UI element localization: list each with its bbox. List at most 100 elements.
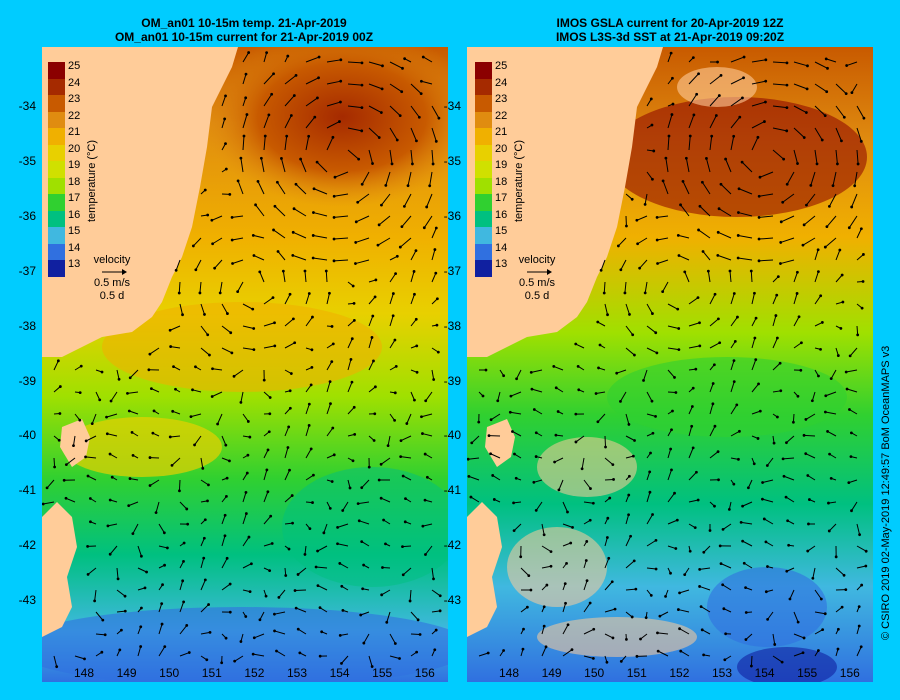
- arrow-head: [246, 420, 250, 423]
- current-arrow: [242, 347, 254, 351]
- arrow-head: [732, 380, 736, 384]
- current-arrow: [793, 293, 798, 305]
- current-arrow: [431, 369, 435, 380]
- current-arrow: [541, 523, 545, 535]
- arrow-head: [258, 270, 262, 274]
- arrow-head: [415, 139, 418, 143]
- arrow-head: [697, 228, 700, 232]
- current-arrow: [347, 127, 362, 132]
- current-arrow: [368, 61, 383, 67]
- legend-swatch: [475, 111, 492, 128]
- current-arrow: [360, 611, 370, 616]
- arrow-head: [418, 633, 422, 636]
- arrow-head: [172, 365, 175, 369]
- arrow-head: [694, 367, 698, 371]
- arrow-head: [206, 213, 210, 217]
- arrow-head: [470, 441, 474, 445]
- current-arrow: [646, 492, 651, 503]
- arrow-head: [711, 382, 715, 385]
- x-tick-label: 155: [372, 666, 393, 680]
- current-arrow: [667, 469, 672, 481]
- y-tick-label: -35: [443, 153, 461, 168]
- arrow-head: [210, 218, 214, 222]
- arrow-head: [266, 448, 270, 452]
- arrow-head: [489, 452, 493, 456]
- arrow-head: [576, 364, 580, 368]
- current-arrow: [625, 536, 632, 547]
- arrow-head: [639, 637, 642, 641]
- current-arrow: [725, 158, 732, 173]
- current-arrow: [284, 342, 295, 349]
- arrow-head: [844, 588, 848, 592]
- arrow-head: [532, 408, 536, 411]
- arrow-head: [360, 129, 364, 133]
- arrow-head: [779, 262, 782, 265]
- arrow-head: [251, 233, 255, 237]
- arrow-head: [403, 57, 407, 61]
- arrow-head: [391, 314, 395, 318]
- arrow-head: [542, 624, 546, 628]
- current-arrow: [812, 567, 816, 579]
- arrow-head: [168, 435, 172, 439]
- arrow-head: [606, 313, 609, 317]
- arrow-head: [806, 549, 810, 553]
- current-arrow: [751, 337, 756, 349]
- current-arrow: [583, 501, 594, 504]
- legend-swatch: [48, 227, 65, 244]
- arrow-head: [331, 426, 335, 430]
- current-arrow: [179, 303, 184, 315]
- arrow-head: [360, 106, 364, 110]
- arrow-head: [827, 204, 831, 208]
- arrow-head: [827, 529, 831, 533]
- arrow-head: [420, 415, 423, 419]
- arrow-head: [401, 573, 405, 577]
- arrow-head: [795, 292, 799, 295]
- current-arrow: [667, 448, 672, 459]
- arrow-head: [698, 585, 701, 588]
- current-arrow: [284, 447, 289, 459]
- arrow-head: [781, 200, 785, 204]
- arrow-head: [674, 391, 678, 394]
- arrow-head: [619, 660, 623, 663]
- arrow-head: [628, 313, 631, 316]
- legend-level: 18: [68, 175, 81, 188]
- arrow-head: [677, 327, 681, 330]
- current-arrow: [699, 567, 711, 570]
- x-tick-label: 154: [329, 666, 350, 680]
- current-arrow: [827, 430, 837, 437]
- arrow-head: [791, 420, 795, 424]
- arrow-head: [836, 647, 840, 651]
- arrow-head: [616, 244, 620, 248]
- warm-tongue: [102, 302, 382, 392]
- arrow-head: [435, 297, 439, 301]
- current-arrow: [280, 158, 286, 173]
- current-arrow: [212, 368, 223, 371]
- arrow-head: [402, 204, 406, 208]
- arrow-head: [545, 583, 549, 587]
- current-arrow: [149, 347, 160, 355]
- arrow-head: [775, 293, 779, 297]
- current-arrow: [604, 537, 608, 547]
- arrow-head: [432, 378, 436, 381]
- current-arrow: [237, 281, 244, 292]
- arrow-head: [627, 513, 630, 517]
- arrow-head: [421, 432, 424, 435]
- current-arrow: [468, 475, 480, 481]
- arrow-head: [379, 496, 383, 500]
- legend-swatch: [48, 210, 65, 227]
- arrow-head: [206, 499, 209, 503]
- arrow-head: [649, 593, 653, 597]
- current-arrow: [772, 61, 788, 64]
- current-arrow: [284, 469, 290, 481]
- current-arrow: [170, 435, 181, 438]
- current-arrow: [848, 479, 858, 484]
- arrow-head: [266, 490, 270, 494]
- arrow-head: [292, 207, 296, 211]
- arrow-head: [83, 657, 86, 661]
- arrow-head: [181, 579, 185, 583]
- arrow-head: [373, 412, 377, 416]
- arrow-head: [549, 564, 553, 568]
- current-arrow: [425, 391, 433, 402]
- arrow-head: [244, 72, 248, 76]
- arrow-head: [738, 429, 741, 433]
